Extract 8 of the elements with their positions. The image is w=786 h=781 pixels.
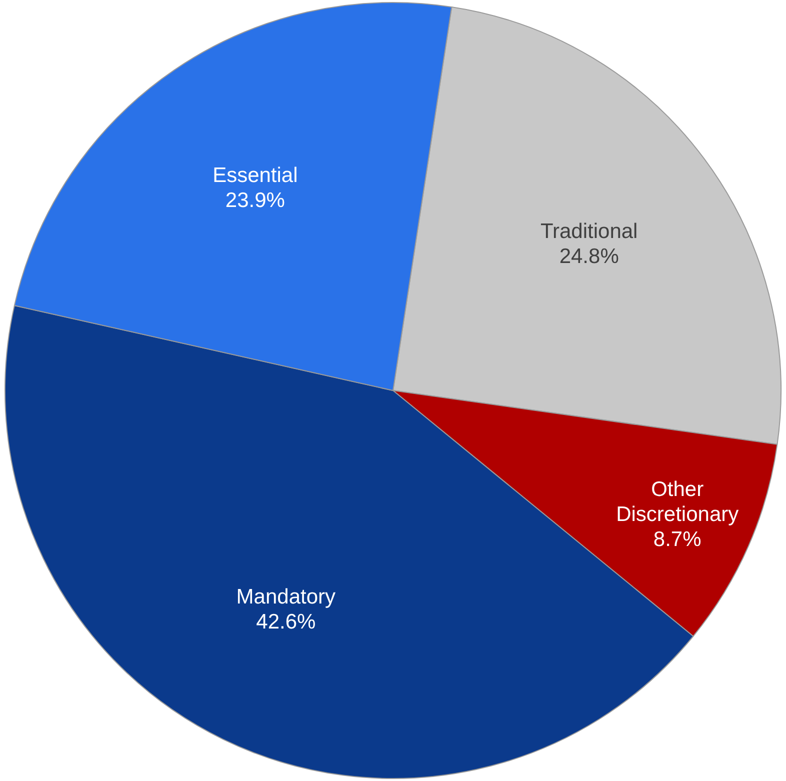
data-label: 42.6% [256, 610, 316, 634]
data-label: 24.8% [559, 244, 619, 268]
slice-label: Traditional [540, 220, 638, 243]
slice-label: Essential [212, 164, 298, 187]
data-label: 23.9% [225, 188, 285, 212]
slice-label: Other Discretionary [616, 478, 740, 526]
slice-label: Mandatory [236, 586, 336, 609]
data-label: 8.7% [653, 528, 702, 551]
